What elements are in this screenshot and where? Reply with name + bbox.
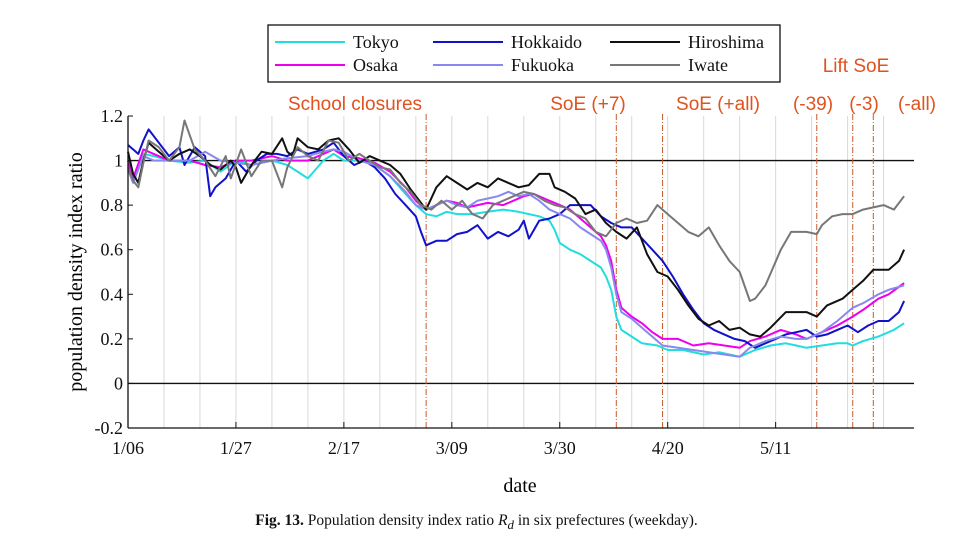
x-tick-label: 3/09 xyxy=(436,438,468,458)
y-axis-label: population density index ratio xyxy=(65,152,87,391)
caption-symbol: R xyxy=(498,512,508,529)
event-lines xyxy=(425,114,874,428)
y-tick-label: 0.4 xyxy=(101,284,124,304)
event-header-label: Lift SoE xyxy=(823,56,890,77)
caption-fig-label: Fig. 13. xyxy=(255,512,304,529)
series-line-osaka xyxy=(127,148,905,349)
event-label: (-all) xyxy=(898,94,936,115)
y-tick-label: 0.8 xyxy=(101,195,124,215)
event-label: (-39) xyxy=(793,94,833,115)
series-line-iwate xyxy=(127,119,905,302)
event-label: SoE (+all) xyxy=(676,94,760,115)
grid xyxy=(128,116,914,428)
y-tick-label: 1.2 xyxy=(101,106,124,126)
x-tick-label: 5/11 xyxy=(760,438,791,458)
tick-labels: -0.2 0 0.2 0.4 0.6 0.8 1 1.2 1/06 1/27 2/17 3/09 3/3… xyxy=(95,56,937,458)
x-tick-label: 1/06 xyxy=(112,438,144,458)
series-line-hokkaido xyxy=(127,128,906,349)
event-label: (-3) xyxy=(849,94,879,115)
series-line-fukuoka xyxy=(127,148,905,358)
legend-label: Hokkaido xyxy=(511,32,582,52)
x-axis-label: date xyxy=(503,475,536,497)
x-tick-label: 1/27 xyxy=(220,438,252,458)
legend: Tokyo Osaka Hokkaido Fukuoka Hiroshima Iwate xyxy=(267,24,781,83)
legend-box xyxy=(267,24,781,83)
figure-caption: Fig. 13. Population density index ratio … xyxy=(0,512,953,533)
series-lines xyxy=(127,119,906,358)
axes xyxy=(127,115,914,429)
y-tick-label: 0 xyxy=(114,373,123,393)
caption-text-after: in six prefectures (weekday). xyxy=(517,512,698,529)
y-tick-label: 1 xyxy=(114,151,123,171)
legend-label: Fukuoka xyxy=(511,55,574,75)
legend-label: Tokyo xyxy=(353,32,399,52)
x-tick-label: 2/17 xyxy=(328,438,360,458)
caption-subscript: d xyxy=(507,517,514,533)
x-tick-label: 4/20 xyxy=(652,438,684,458)
y-tick-label: -0.2 xyxy=(95,418,124,438)
legend-label: Hiroshima xyxy=(688,32,764,52)
legend-label: Osaka xyxy=(353,55,398,75)
legend-label: Iwate xyxy=(688,55,728,75)
caption-text-before: Population density index ratio xyxy=(307,512,495,529)
y-tick-label: 0.2 xyxy=(101,329,124,349)
y-tick-label: 0.6 xyxy=(101,240,124,260)
x-tick-label: 3/30 xyxy=(544,438,576,458)
series-line-hiroshima xyxy=(127,137,906,338)
series-line-tokyo xyxy=(127,152,905,358)
event-label: SoE (+7) xyxy=(550,94,626,115)
event-label: School closures xyxy=(288,94,422,115)
